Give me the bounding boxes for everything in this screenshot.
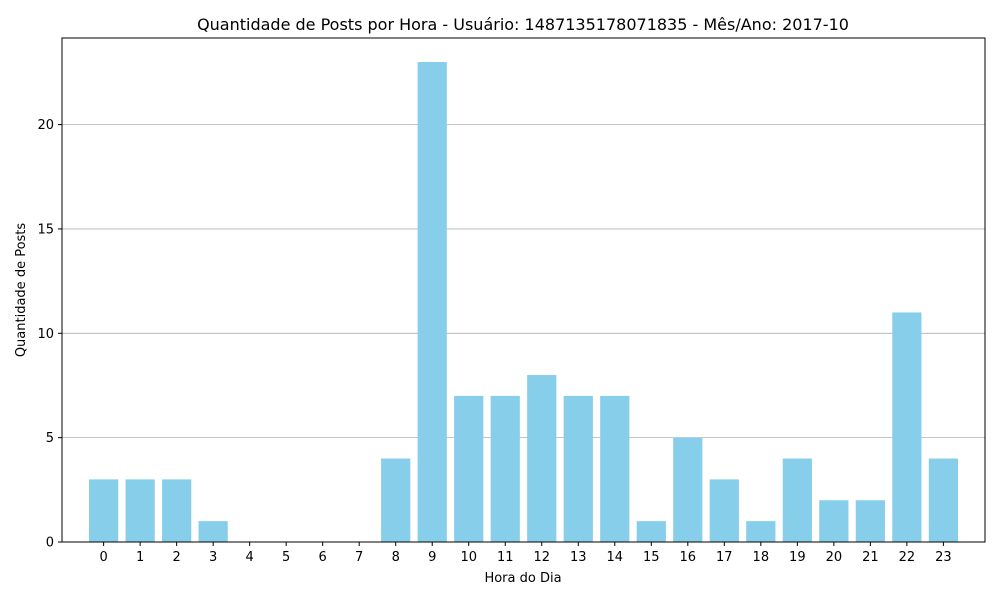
- y-axis-ticks: 0 5 10 15 20: [37, 118, 62, 551]
- chart-title: Quantidade de Posts por Hora - Usuário: …: [197, 15, 849, 34]
- x-tick-label: 13: [570, 550, 587, 565]
- x-tick-label: 1: [136, 550, 144, 565]
- y-tick-label: 0: [46, 536, 54, 551]
- x-tick-label: 18: [753, 550, 770, 565]
- y-tick-label: 20: [37, 118, 54, 133]
- x-tick-label: 19: [789, 550, 806, 565]
- bar-hour-19: [782, 458, 812, 542]
- bar-hour-14: [600, 395, 630, 542]
- bar-hour-21: [855, 500, 885, 542]
- bar-hour-13: [563, 395, 593, 542]
- bar-hour-15: [636, 521, 666, 542]
- y-tick-label: 5: [46, 431, 54, 446]
- x-tick-label: 3: [209, 550, 217, 565]
- bar-hour-23: [928, 458, 958, 542]
- x-tick-label: 9: [428, 550, 436, 565]
- y-axis-label: Quantidade de Posts: [14, 223, 29, 358]
- x-axis-label: Hora do Dia: [484, 571, 561, 586]
- bar-hour-17: [709, 479, 739, 542]
- bar-hour-10: [454, 395, 484, 542]
- bar-hour-12: [527, 375, 557, 542]
- x-tick-label: 20: [826, 550, 843, 565]
- bar-hour-3: [198, 521, 228, 542]
- bar-hour-22: [892, 312, 922, 542]
- bar-hour-2: [162, 479, 192, 542]
- bar-hour-16: [673, 437, 703, 542]
- x-tick-label: 4: [246, 550, 254, 565]
- bar-hour-9: [417, 62, 447, 542]
- y-tick-label: 15: [37, 222, 54, 237]
- x-tick-label: 11: [497, 550, 514, 565]
- bar-hour-11: [490, 395, 520, 542]
- x-tick-label: 0: [99, 550, 107, 565]
- bars: [89, 62, 958, 542]
- bar-hour-8: [381, 458, 411, 542]
- bar-hour-1: [125, 479, 155, 542]
- x-tick-label: 16: [680, 550, 697, 565]
- plot-frame: [61, 37, 986, 543]
- x-tick-label: 6: [319, 550, 327, 565]
- x-tick-label: 22: [899, 550, 916, 565]
- y-tick-label: 10: [37, 327, 54, 342]
- x-tick-label: 21: [862, 550, 879, 565]
- x-tick-label: 5: [282, 550, 290, 565]
- bar-hour-0: [89, 479, 119, 542]
- x-tick-label: 7: [355, 550, 363, 565]
- x-tick-label: 23: [935, 550, 952, 565]
- x-tick-label: 14: [607, 550, 624, 565]
- x-axis-ticks: 0 1 2 3 4 5 6 7 8 9 10 11 12 13 14 15 16 17 18 19 20 21 22 23: [99, 542, 952, 565]
- bar-hour-18: [746, 521, 776, 542]
- x-tick-label: 2: [173, 550, 181, 565]
- x-tick-label: 10: [460, 550, 477, 565]
- bar-hour-20: [819, 500, 849, 542]
- x-tick-label: 8: [392, 550, 400, 565]
- x-tick-label: 15: [643, 550, 660, 565]
- x-tick-label: 12: [533, 550, 550, 565]
- x-tick-label: 17: [716, 550, 733, 565]
